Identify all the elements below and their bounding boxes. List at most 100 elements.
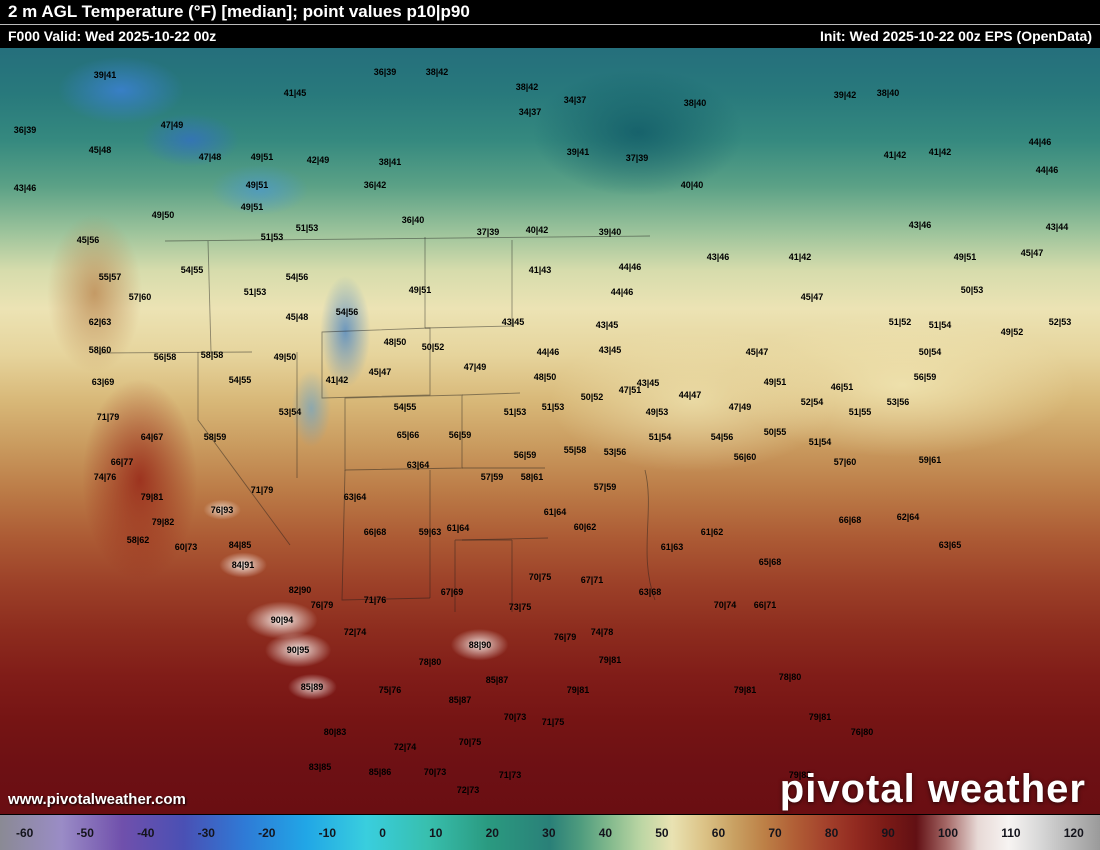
point-value: 58|58 [200, 350, 224, 360]
point-value: 71|79 [96, 412, 120, 422]
colorbar-tick: 10 [429, 825, 443, 840]
point-value: 44|46 [1028, 137, 1052, 147]
colorbar-tick: 30 [542, 825, 556, 840]
point-value: 41|42 [928, 147, 952, 157]
point-value: 67|71 [580, 575, 604, 585]
point-value: 39|41 [93, 70, 117, 80]
point-value: 73|75 [508, 602, 532, 612]
colorbar-tick: 120 [1063, 825, 1084, 840]
valid-time-label: F000 Valid: Wed 2025-10-22 00z [8, 28, 217, 44]
point-value: 47|48 [198, 152, 222, 162]
point-value: 48|50 [533, 372, 557, 382]
point-value: 37|39 [625, 153, 649, 163]
point-value: 51|55 [848, 407, 872, 417]
point-value: 41|43 [528, 265, 552, 275]
point-value: 45|47 [1020, 248, 1044, 258]
point-value: 36|40 [401, 215, 425, 225]
point-value: 56|58 [153, 352, 177, 362]
point-value: 79|83 [788, 770, 812, 780]
point-value: 66|68 [363, 527, 387, 537]
point-value: 65|66 [396, 430, 420, 440]
point-value: 70|75 [528, 572, 552, 582]
point-value: 63|64 [343, 492, 367, 502]
point-value: 76|93 [210, 505, 234, 515]
colorbar-tick: 40 [598, 825, 613, 840]
point-value: 44|46 [618, 262, 642, 272]
point-value: 66|68 [838, 515, 862, 525]
colorbar-tick: 80 [824, 825, 839, 840]
colorbar-strip [0, 815, 1100, 850]
point-value: 40|40 [680, 180, 704, 190]
point-value: 45|56 [76, 235, 100, 245]
colorbar-tick: 70 [768, 825, 782, 840]
point-value: 41|45 [283, 88, 307, 98]
colorbar-tick: 60 [711, 825, 726, 840]
point-value: 85|86 [368, 767, 392, 777]
point-value: 49|51 [240, 202, 264, 212]
point-value: 72|74 [343, 627, 367, 637]
point-value: 79|81 [808, 712, 832, 722]
point-value: 49|51 [250, 152, 274, 162]
point-value: 74|76 [93, 472, 117, 482]
point-value: 61|63 [660, 542, 684, 552]
point-value: 50|52 [580, 392, 604, 402]
point-value: 71|76 [363, 595, 387, 605]
point-value: 52|54 [800, 397, 824, 407]
point-value: 71|79 [250, 485, 274, 495]
point-value: 42|49 [306, 155, 330, 165]
point-value: 75|76 [378, 685, 402, 695]
point-value: 50|55 [763, 427, 787, 437]
point-value: 55|58 [563, 445, 587, 455]
point-value: 45|47 [745, 347, 769, 357]
point-value: 56|59 [448, 430, 472, 440]
point-value: 90|95 [286, 645, 310, 655]
colorbar-tick: 20 [485, 825, 499, 840]
point-value: 51|53 [295, 223, 319, 233]
point-value: 37|39 [476, 227, 500, 237]
point-value: 79|82 [151, 517, 175, 527]
point-value: 38|42 [515, 82, 539, 92]
point-value: 65|68 [758, 557, 782, 567]
point-value: 39|42 [833, 90, 857, 100]
point-value: 43|46 [908, 220, 932, 230]
point-value: 43|45 [598, 345, 622, 355]
point-value: 46|51 [830, 382, 854, 392]
point-value: 57|59 [593, 482, 617, 492]
point-value: 44|46 [536, 347, 560, 357]
point-value: 49|52 [1000, 327, 1024, 337]
point-value: 49|51 [953, 252, 977, 262]
point-value: 84|85 [228, 540, 252, 550]
point-value: 60|73 [174, 542, 198, 552]
point-value: 59|61 [918, 455, 942, 465]
point-value: 54|55 [180, 265, 204, 275]
point-value: 63|64 [406, 460, 430, 470]
point-value: 44|46 [610, 287, 634, 297]
point-value: 56|59 [513, 450, 537, 460]
point-value: 51|52 [888, 317, 912, 327]
point-value: 66|71 [753, 600, 777, 610]
point-value: 39|40 [598, 227, 622, 237]
point-value: 44|47 [678, 390, 702, 400]
point-value: 79|81 [140, 492, 164, 502]
point-value: 63|65 [938, 540, 962, 550]
point-value: 67|69 [440, 587, 464, 597]
point-value: 55|57 [98, 272, 122, 282]
map-title: 2 m AGL Temperature (°F) [median]; point… [0, 0, 1100, 25]
point-value: 74|78 [590, 627, 614, 637]
point-value: 38|40 [683, 98, 707, 108]
colorbar-tick: 110 [1001, 825, 1021, 840]
point-value: 36|39 [373, 67, 397, 77]
point-value: 45|47 [800, 292, 824, 302]
point-value: 76|79 [310, 600, 334, 610]
point-value: 47|49 [463, 362, 487, 372]
point-value: 84|91 [231, 560, 255, 570]
point-value: 78|80 [778, 672, 802, 682]
colorbar-tick: -50 [76, 825, 94, 840]
point-value: 49|53 [645, 407, 669, 417]
point-value: 49|50 [151, 210, 175, 220]
point-value: 57|60 [833, 457, 857, 467]
point-value: 58|60 [88, 345, 112, 355]
point-value: 43|46 [706, 252, 730, 262]
point-value: 48|50 [383, 337, 407, 347]
